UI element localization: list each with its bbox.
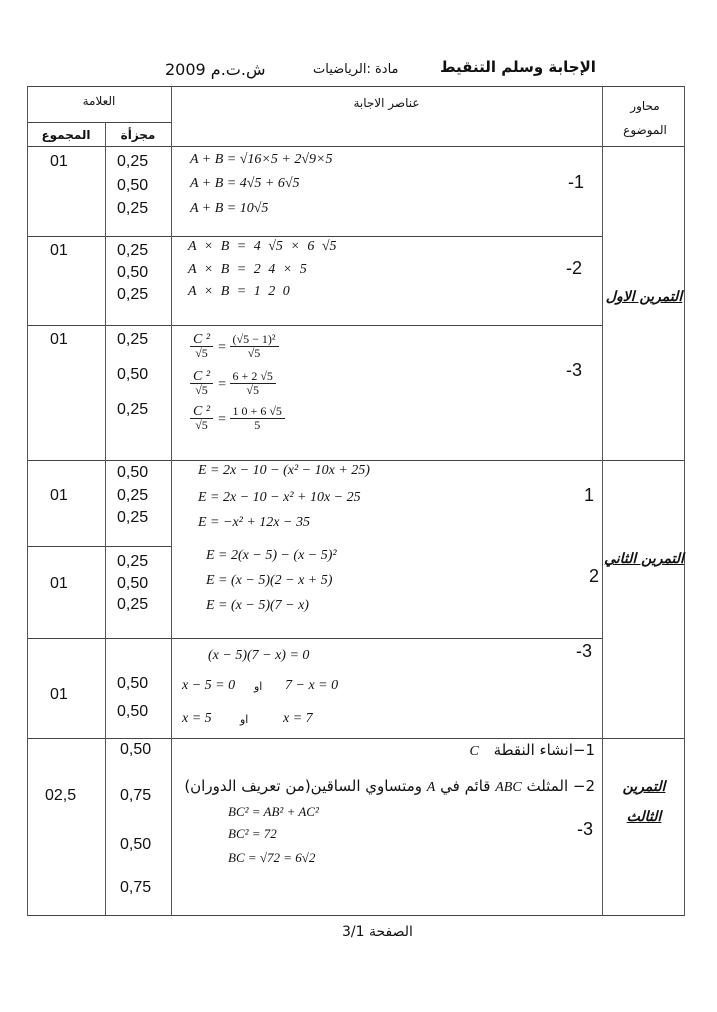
partial-mark: 0,25 [117,200,149,217]
total-header: المجموع [41,128,91,142]
divider [602,86,603,916]
fraction-equation: C ² √5 = 1 0 + 6 √5 5 [190,405,285,432]
math-line: x − 5 = 0 [182,678,236,693]
math-line: BC = √72 = 6√2 [228,850,316,865]
partial-mark: 0,25 [117,487,149,504]
math-line: A × B = 2 4 × 5 [188,262,307,277]
answer-elements-header: عناصر الاجابة [353,96,420,110]
partial-mark: 0,25 [117,286,149,303]
question-number: -1 [568,172,585,192]
divider [171,86,172,916]
partial-mark: 0,75 [120,879,152,896]
fraction-equation: C ² √5 = 6 + 2 √5 √5 [190,370,276,397]
exercise-1-label: التمرين الاول [605,289,683,305]
doc-title: الإجابة وسلم التنقيط [440,58,596,76]
math-line: A × B = 1 2 0 [188,284,290,299]
partial-mark: 0,50 [117,366,149,383]
total-mark: 01 [50,487,68,504]
table-border-right [684,86,685,916]
question-number: 1 [584,485,595,505]
question-number: 2 [589,566,600,586]
divider [27,236,602,237]
partial-mark: 0,50 [117,264,149,281]
math-line: x = 5 [182,711,212,726]
table-border-top [27,86,684,87]
partial-header: مجزأة [120,128,156,142]
total-mark: 01 [50,331,68,348]
total-mark: 02,5 [45,787,77,804]
partial-mark: 0,75 [120,787,152,804]
partial-mark: 0,50 [117,703,149,720]
divider [105,122,106,915]
divider [27,122,171,123]
math-line: E = (x − 5)(7 − x) [206,598,309,613]
page-number: الصفحة 3/1 [342,924,413,940]
question-line: 2− المثلث ABC قائم في A ومتساوي الساقين(… [184,777,595,795]
math-line: E = (x − 5)(2 − x + 5) [206,573,333,588]
total-mark: 01 [50,575,68,592]
question-number: -3 [576,641,593,661]
math-line: A + B = 4√5 + 6√5 [190,176,300,191]
exercise-2-label: التمرين الثاني [604,551,684,567]
partial-mark: 0,50 [120,741,152,758]
divider [27,546,171,547]
math-line: E = −x² + 12x − 35 [198,515,310,530]
question-number: -2 [566,258,583,278]
exam-label: ش.ت.م 2009 [165,60,266,79]
question-number: -3 [577,819,594,839]
total-mark: 01 [50,153,68,170]
divider [27,460,684,461]
question-number: -3 [566,360,583,380]
partial-mark: 0,25 [117,553,149,570]
math-line: 7 − x = 0 [285,678,339,693]
math-line: E = 2x − 10 − x² + 10x − 25 [198,490,361,505]
divider [27,325,602,326]
partial-mark: 0,50 [120,836,152,853]
divider [27,638,602,639]
partial-mark: 0,25 [117,153,149,170]
partial-mark: 0,50 [117,464,149,481]
question-line: 1−انشاء النقطة C [469,741,595,759]
exercise-3-label: التمرين الثالث [622,779,666,825]
subject-label: مادة :الرياضيات [313,62,399,77]
mark-header: العلامة [82,94,116,108]
math-line: E = 2x − 10 − (x² − 10x + 25) [198,463,370,478]
math-line: E = 2(x − 5) − (x − 5)² [206,548,337,563]
math-line: BC² = AB² + AC² [228,804,319,819]
partial-mark: 0,25 [117,331,149,348]
divider [27,86,28,916]
table-border-bottom [27,915,684,916]
partial-mark: 0,25 [117,509,149,526]
math-line: A + B = √16×5 + 2√9×5 [190,152,333,167]
divider [27,738,684,739]
partial-mark: 0,50 [117,675,149,692]
math-line: A × B = 4 √5 × 6 √5 [188,239,337,254]
partial-mark: 0,50 [117,177,149,194]
or-label: او [240,713,249,726]
math-line: A + B = 10√5 [190,201,269,216]
total-mark: 01 [50,686,68,703]
math-line: x = 7 [283,711,313,726]
divider [27,146,684,147]
partial-mark: 0,25 [117,242,149,259]
or-label: او [254,680,263,693]
math-line: BC² = 72 [228,826,277,841]
partial-mark: 0,25 [117,401,149,418]
math-line: (x − 5)(7 − x) = 0 [208,648,310,663]
axes-header: محاور الموضوع [623,99,667,137]
partial-mark: 0,25 [117,596,149,613]
fraction-equation: C ² √5 = (√5 − 1)² √5 [190,333,279,360]
partial-mark: 0,50 [117,575,149,592]
total-mark: 01 [50,242,68,259]
